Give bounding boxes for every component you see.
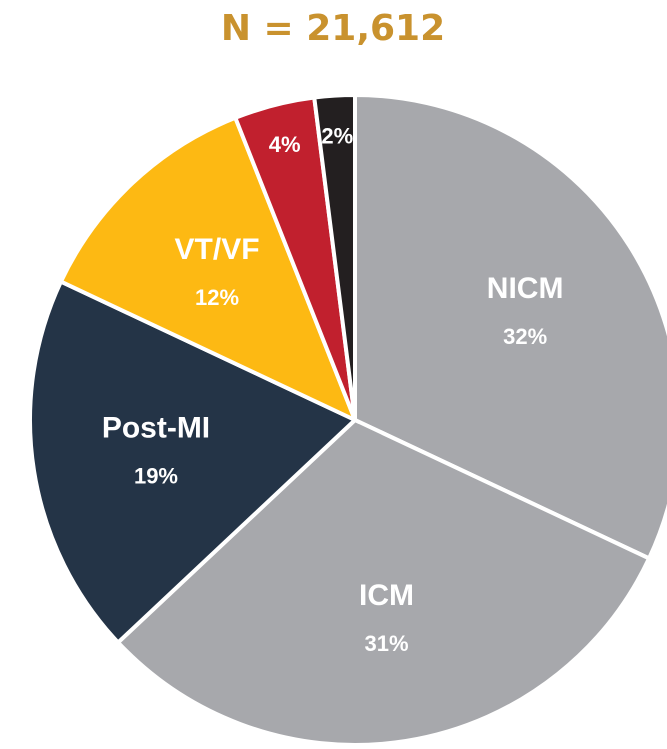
pie-slice xyxy=(353,92,667,562)
pie-slice xyxy=(115,417,652,747)
slice-value-label: 32% xyxy=(503,324,547,349)
slice-value-label: 12% xyxy=(195,285,239,310)
slice-value-label: 2% xyxy=(321,124,353,149)
slice-label: Post-MI xyxy=(102,411,210,444)
pie-slice xyxy=(58,115,359,424)
slice-label: ICM xyxy=(359,579,414,612)
slice-value-label: 19% xyxy=(134,463,178,488)
slice-label: NICM xyxy=(487,272,564,305)
pie-slice xyxy=(312,92,357,421)
slice-label: VT/VF xyxy=(175,233,260,266)
pie-slice xyxy=(28,278,359,646)
slice-value-label: 4% xyxy=(269,132,301,157)
chart-title: N = 21,612 xyxy=(221,8,445,49)
slice-value-label: 31% xyxy=(364,631,408,656)
